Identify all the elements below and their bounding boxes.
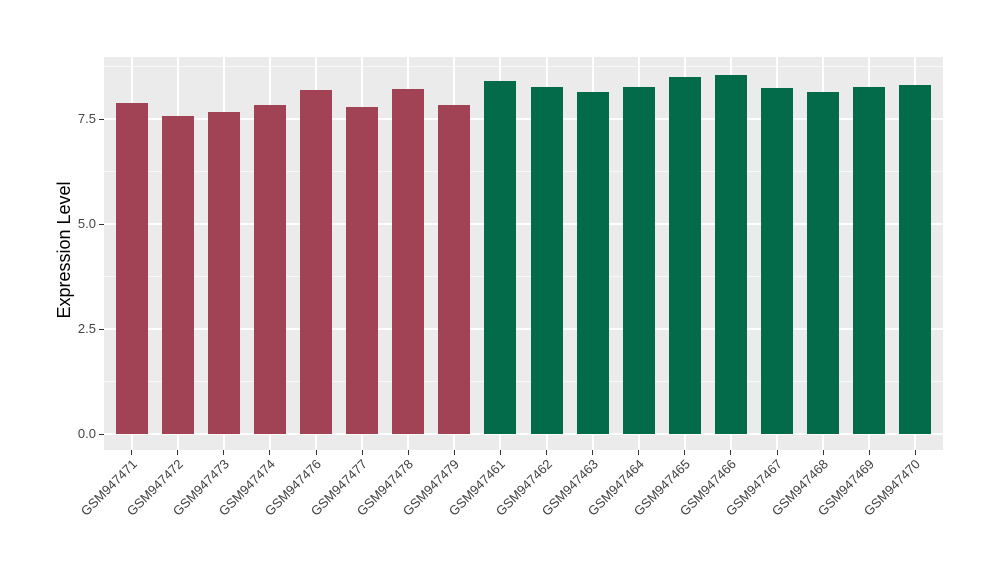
x-tick-mark [868, 450, 870, 455]
y-minor-gridline [104, 380, 943, 382]
bar-GSM947471 [116, 103, 148, 434]
x-tick-label: GSM947470 [861, 456, 924, 519]
y-tick-mark [99, 434, 104, 435]
y-tick-mark [99, 119, 104, 120]
y-major-gridline [104, 223, 943, 225]
bar-GSM947478 [392, 89, 424, 434]
bar-GSM947479 [438, 105, 470, 434]
y-tick-label: 0.0 [77, 426, 96, 441]
bar-GSM947472 [162, 116, 194, 434]
y-tick-mark [99, 329, 104, 330]
x-tick-mark [684, 450, 686, 455]
bar-GSM947468 [807, 92, 839, 434]
y-major-gridline [104, 433, 943, 435]
bar-GSM947477 [346, 107, 378, 434]
x-tick-mark [315, 450, 317, 455]
x-tick-mark [269, 450, 271, 455]
bar-GSM947463 [577, 92, 609, 434]
x-tick-mark [592, 450, 594, 455]
bar-GSM947461 [484, 81, 516, 434]
plot-panel [104, 57, 943, 450]
bar-GSM947464 [623, 87, 655, 434]
x-tick-mark [131, 450, 133, 455]
x-tick-mark [361, 450, 363, 455]
bar-GSM947465 [669, 77, 701, 434]
bar-GSM947473 [208, 112, 240, 434]
y-minor-gridline [104, 65, 943, 67]
x-tick-mark [177, 450, 179, 455]
y-major-gridline [104, 328, 943, 330]
y-tick-label: 2.5 [77, 321, 96, 336]
x-tick-mark [407, 450, 409, 455]
bar-GSM947474 [254, 105, 286, 434]
x-tick-mark [453, 450, 455, 455]
y-minor-gridline [104, 170, 943, 172]
bar-GSM947469 [853, 87, 885, 434]
y-axis-title: Expression Level [54, 181, 74, 319]
x-tick-mark [730, 450, 732, 455]
bar-GSM947462 [531, 87, 563, 434]
y-minor-gridline [104, 275, 943, 277]
y-tick-label: 5.0 [77, 216, 96, 231]
bar-GSM947476 [300, 90, 332, 434]
x-tick-mark [223, 450, 225, 455]
y-major-gridline [104, 118, 943, 120]
x-tick-mark [914, 450, 916, 455]
y-tick-mark [99, 224, 104, 225]
x-tick-mark [499, 450, 501, 455]
bar-GSM947470 [899, 85, 931, 434]
bar-GSM947466 [715, 75, 747, 434]
y-tick-label: 7.5 [77, 111, 96, 126]
bar-GSM947467 [761, 88, 793, 434]
x-tick-mark [546, 450, 548, 455]
x-tick-mark [822, 450, 824, 455]
x-tick-mark [776, 450, 778, 455]
x-tick-mark [638, 450, 640, 455]
